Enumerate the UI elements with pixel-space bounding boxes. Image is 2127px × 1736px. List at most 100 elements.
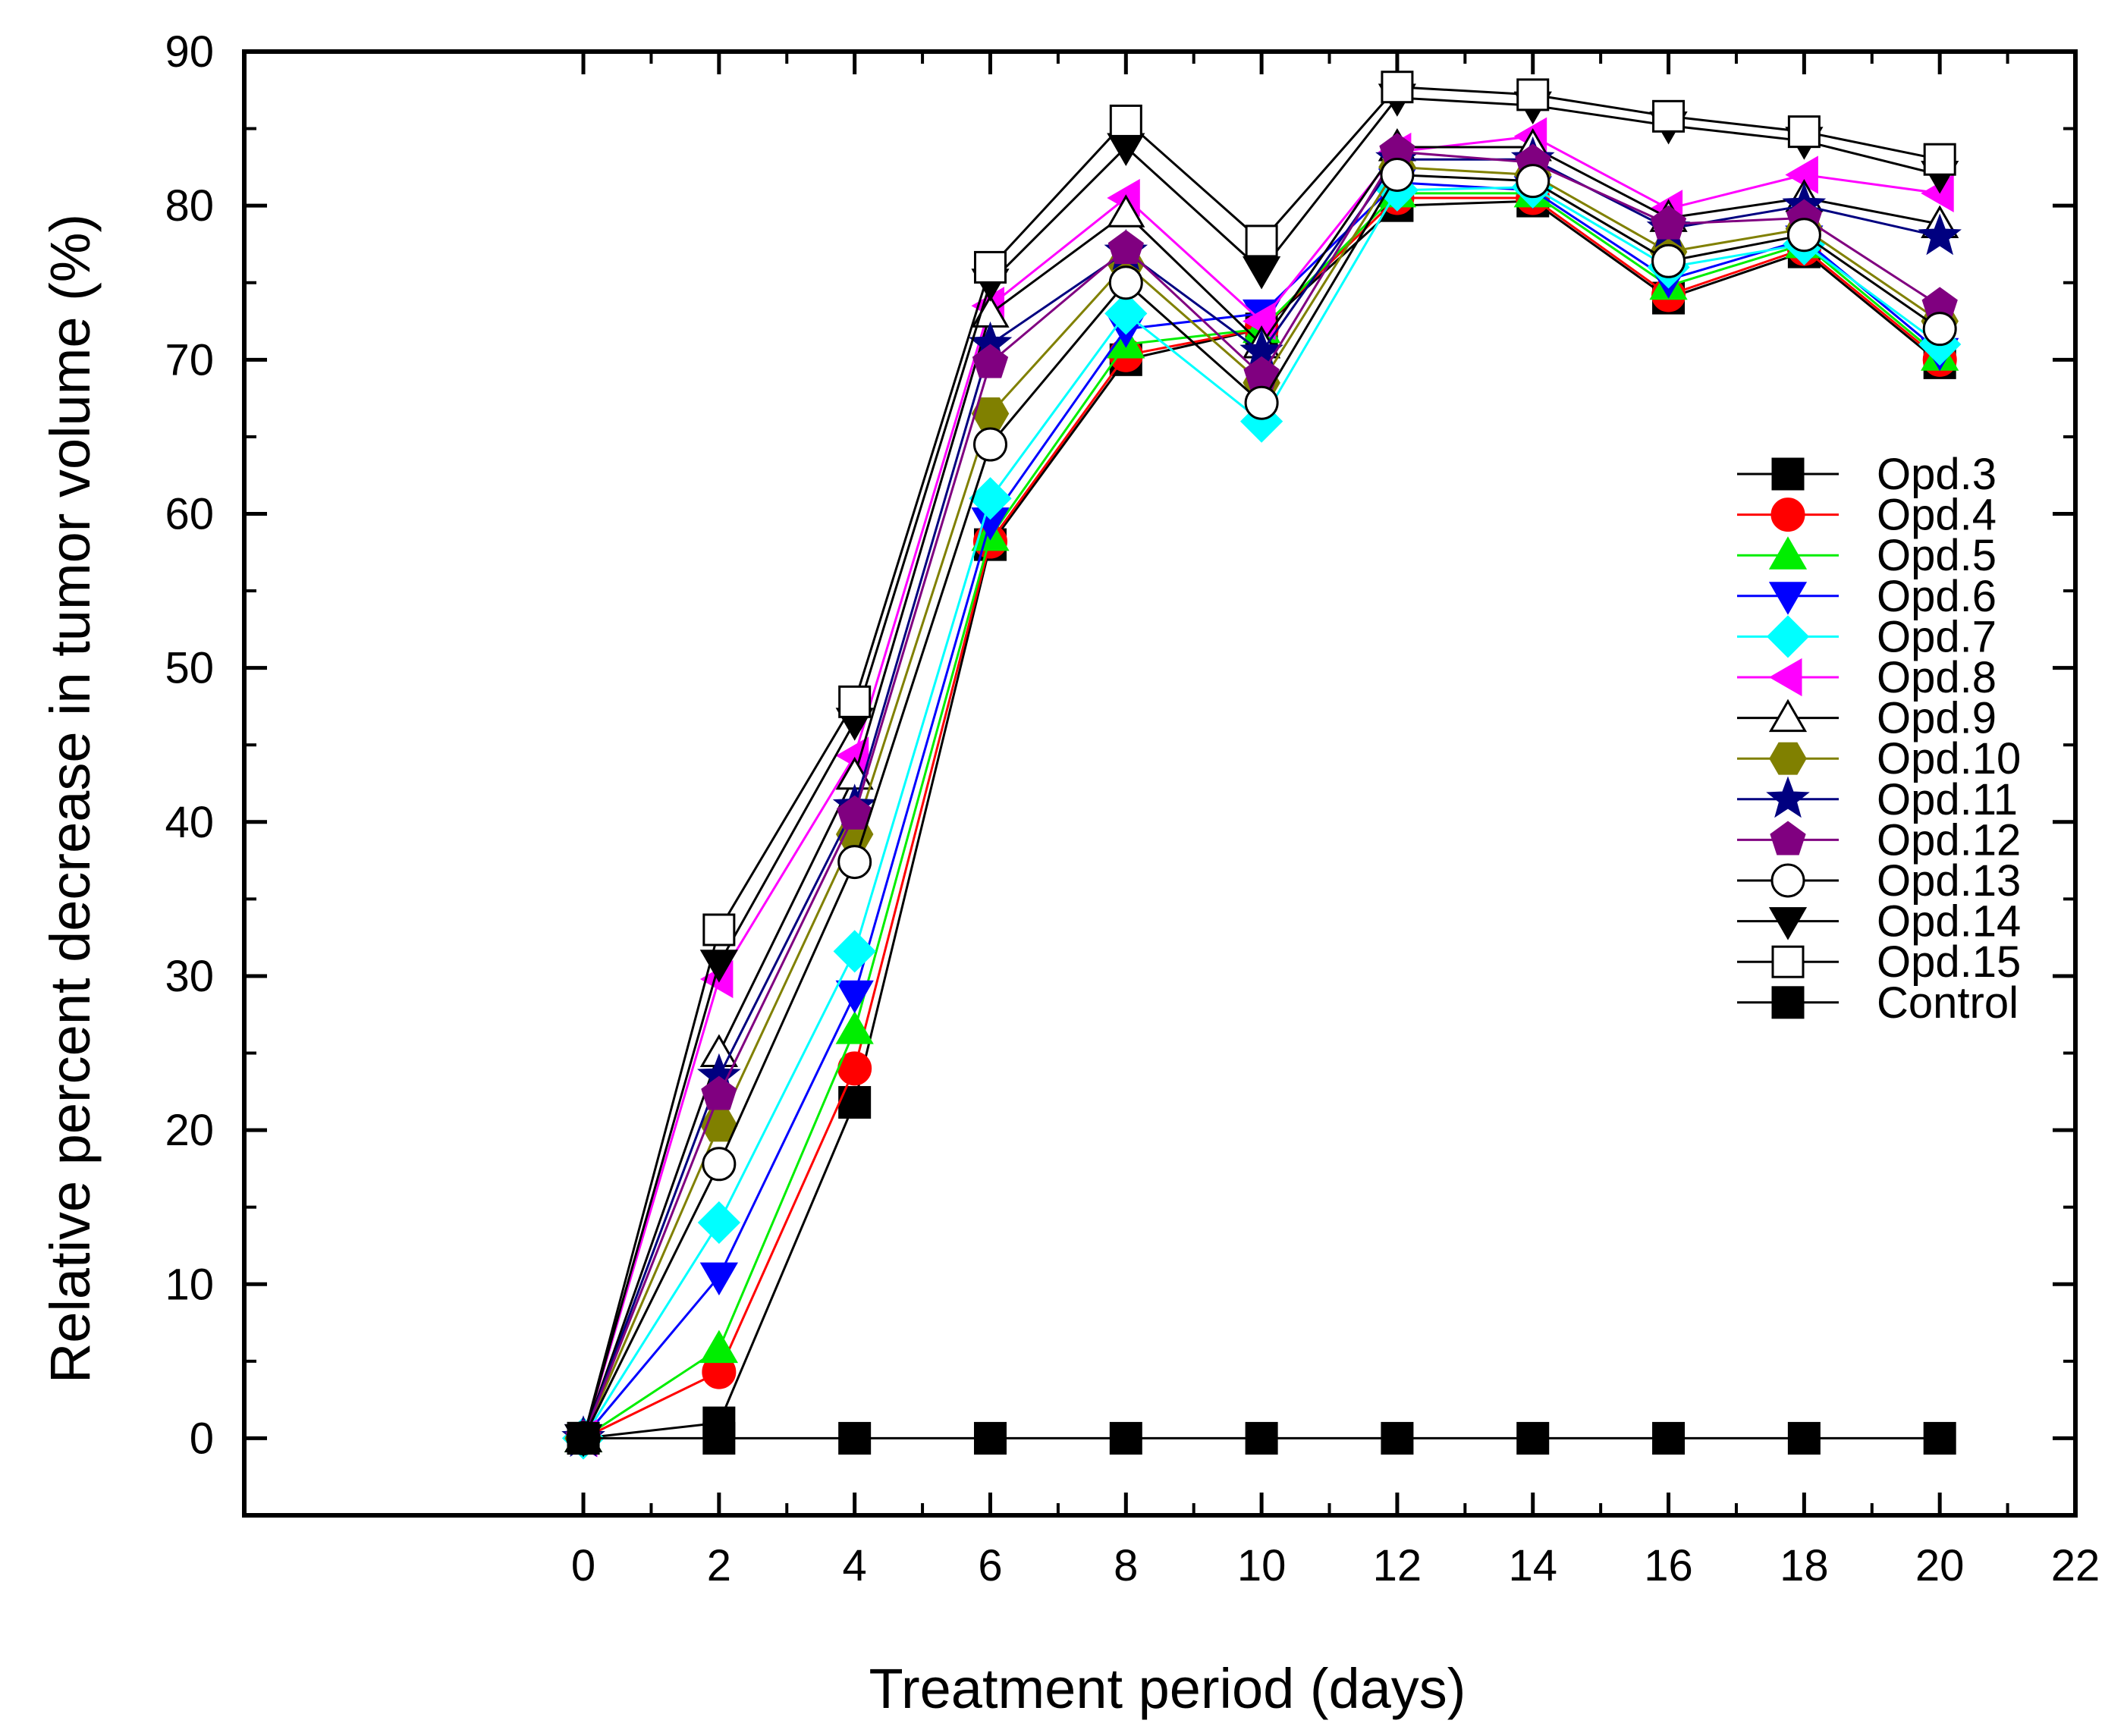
legend-entry: Opd.11 xyxy=(1737,775,2018,824)
data-point xyxy=(838,685,872,718)
legend-entry: Opd.12 xyxy=(1737,815,2021,865)
y-tick-label: 90 xyxy=(165,27,214,77)
legend-label: Opd.14 xyxy=(1877,897,2021,946)
data-point xyxy=(1652,1421,1686,1455)
tick-labels: 0 2 4 6 8 10 12 14 16 18 20 22 0 10 20 30 40 50 60 70 80 90 xyxy=(165,27,2100,1590)
legend-marker xyxy=(1768,658,1802,697)
data-point xyxy=(972,344,1009,378)
x-tick-label: 8 xyxy=(1114,1541,1138,1590)
x-tick-label: 2 xyxy=(707,1541,731,1590)
legend-marker xyxy=(1771,945,1805,978)
x-tick-label: 0 xyxy=(571,1541,595,1590)
x-tick-label: 12 xyxy=(1373,1541,1422,1590)
legend-label: Opd.8 xyxy=(1877,653,1997,702)
y-tick-label: 30 xyxy=(165,952,214,1001)
data-point xyxy=(699,1329,738,1364)
data-point xyxy=(1787,115,1821,149)
data-point xyxy=(1243,256,1281,290)
data-point xyxy=(837,795,873,830)
legend-label: Opd.10 xyxy=(1877,734,2021,783)
legend-entry: Opd.3 xyxy=(1737,450,1997,499)
data-point xyxy=(969,477,1012,520)
plot-frame xyxy=(242,49,2078,1518)
data-point xyxy=(1109,1421,1142,1455)
legend-entry: Opd.8 xyxy=(1737,653,1997,702)
x-tick-label: 4 xyxy=(843,1541,867,1590)
data-point xyxy=(1923,143,1956,176)
data-point xyxy=(1516,164,1550,199)
series-opd-12 xyxy=(565,133,1958,1454)
legend-marker xyxy=(1771,986,1805,1019)
data-point xyxy=(837,845,872,880)
legend-entry: Opd.10 xyxy=(1737,734,2021,783)
legend-entry: Opd.9 xyxy=(1737,694,1997,743)
legend-label: Opd.15 xyxy=(1877,937,2021,987)
legend-entry: Opd.15 xyxy=(1737,937,2021,987)
y-tick-label: 50 xyxy=(165,644,214,693)
data-point xyxy=(699,1262,738,1296)
legend-marker xyxy=(1768,582,1808,615)
legend-label: Opd.6 xyxy=(1877,572,1997,621)
data-point xyxy=(1380,158,1415,193)
data-point xyxy=(1918,213,1962,256)
legend-marker xyxy=(1768,698,1808,733)
y-tick-label: 70 xyxy=(165,335,214,385)
data-point xyxy=(835,980,874,1014)
data-point xyxy=(1245,224,1278,258)
data-point xyxy=(1107,194,1145,228)
legend-label: Opd.12 xyxy=(1877,815,2021,865)
data-point xyxy=(702,913,736,946)
legend-marker xyxy=(1766,615,1810,658)
y-tick-label: 10 xyxy=(165,1260,214,1309)
data-point xyxy=(1922,312,1957,347)
data-point xyxy=(1107,230,1144,265)
y-tick-label: 60 xyxy=(165,489,214,538)
data-point xyxy=(1516,78,1550,111)
legend-label: Opd.7 xyxy=(1877,612,1997,661)
legend-entry: Opd.14 xyxy=(1737,897,2021,946)
x-tick-label: 10 xyxy=(1237,1541,1287,1590)
legend-label: Opd.11 xyxy=(1877,775,2018,824)
legend-entry: Opd.5 xyxy=(1737,531,1997,580)
legend-label: Opd.4 xyxy=(1877,491,1997,540)
data-point xyxy=(702,1147,737,1182)
legend-entry: Opd.13 xyxy=(1737,856,2021,906)
series-control xyxy=(567,1421,1956,1455)
legend-marker xyxy=(1770,821,1806,855)
data-point xyxy=(1786,218,1821,253)
data-point xyxy=(701,1075,737,1110)
legend-marker xyxy=(1766,776,1810,818)
data-point xyxy=(973,250,1007,284)
x-tick-label: 16 xyxy=(1644,1541,1693,1590)
legend-label: Opd.9 xyxy=(1877,694,1997,743)
data-point xyxy=(1652,99,1686,133)
legend-marker xyxy=(1768,536,1808,570)
legend-label: Control xyxy=(1877,978,2019,1028)
legend-label: Opd.5 xyxy=(1877,531,1997,580)
legend: Opd.3Opd.4Opd.5Opd.6Opd.7Opd.8Opd.9Opd.1… xyxy=(1737,450,2021,1028)
legend-label: Opd.13 xyxy=(1877,856,2021,906)
data-point xyxy=(1787,1421,1821,1455)
legend-marker xyxy=(1768,907,1808,940)
data-point xyxy=(567,1421,600,1455)
legend-marker xyxy=(1769,742,1807,775)
data-point xyxy=(835,1011,874,1044)
data-point xyxy=(838,1421,872,1455)
data-point xyxy=(702,1421,736,1455)
series-layer xyxy=(561,71,1962,1460)
x-tick-label: 22 xyxy=(2051,1541,2100,1590)
legend-entry: Opd.4 xyxy=(1737,491,1997,540)
legend-entry: Opd.6 xyxy=(1737,572,1997,621)
data-point xyxy=(972,427,1007,462)
data-point xyxy=(1244,385,1279,420)
data-point xyxy=(1381,71,1414,104)
data-point xyxy=(1109,104,1142,137)
legend-label: Opd.3 xyxy=(1877,450,1997,499)
legend-marker xyxy=(1771,457,1805,491)
x-axis-title: Treatment period (days) xyxy=(869,1657,1466,1720)
y-tick-label: 40 xyxy=(165,798,214,847)
y-tick-label: 80 xyxy=(165,181,214,231)
x-tick-label: 18 xyxy=(1780,1541,1829,1590)
legend-marker xyxy=(1770,863,1805,898)
